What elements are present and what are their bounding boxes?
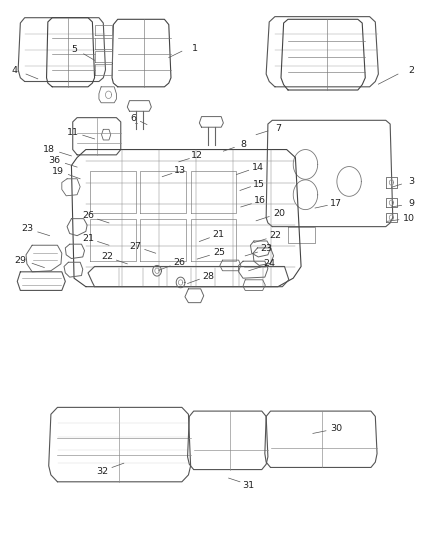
Text: 6: 6 [131, 114, 137, 123]
Text: 18: 18 [43, 145, 55, 154]
Text: 24: 24 [263, 260, 275, 268]
Text: 23: 23 [21, 224, 33, 233]
Text: 4: 4 [12, 67, 18, 75]
Text: 21: 21 [212, 230, 224, 239]
Text: 5: 5 [71, 45, 77, 54]
Text: 22: 22 [102, 253, 114, 261]
Text: 23: 23 [260, 245, 272, 254]
Text: 12: 12 [191, 151, 203, 160]
Text: 11: 11 [67, 128, 79, 137]
Text: 13: 13 [173, 166, 186, 175]
Text: 7: 7 [275, 124, 281, 133]
Text: 22: 22 [269, 231, 281, 240]
Text: 27: 27 [129, 242, 141, 251]
Text: 21: 21 [82, 234, 94, 243]
Text: 31: 31 [243, 481, 255, 490]
Text: 1: 1 [192, 44, 198, 53]
Text: 28: 28 [202, 272, 214, 280]
Text: 26: 26 [173, 259, 185, 267]
Text: 25: 25 [213, 248, 225, 257]
Text: 14: 14 [252, 163, 264, 172]
Text: 2: 2 [408, 67, 414, 75]
Text: 29: 29 [14, 256, 26, 264]
Text: 15: 15 [253, 180, 265, 189]
Text: 26: 26 [82, 212, 94, 221]
Text: 20: 20 [273, 209, 285, 218]
Text: 9: 9 [408, 199, 414, 208]
Text: 30: 30 [330, 424, 342, 433]
Text: 19: 19 [51, 167, 64, 176]
Text: 36: 36 [48, 156, 60, 165]
Text: 10: 10 [403, 214, 415, 223]
Text: 16: 16 [254, 196, 266, 205]
Text: 17: 17 [330, 199, 342, 208]
Text: 8: 8 [240, 140, 246, 149]
Text: 3: 3 [408, 177, 414, 186]
Text: 32: 32 [96, 467, 108, 475]
